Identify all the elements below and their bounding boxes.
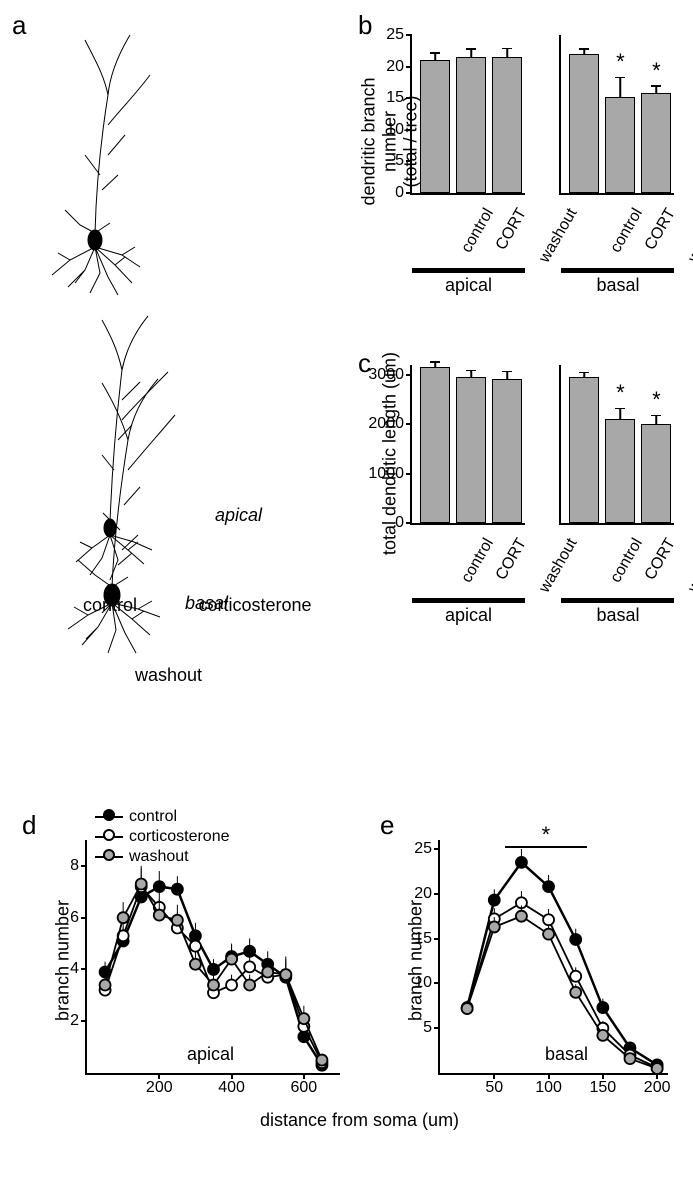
marker-washout [190,959,201,970]
bar-CORT [456,377,486,523]
bar-washout [641,93,671,193]
bar-CORT [605,419,635,523]
bar-control [420,367,450,523]
marker-washout [136,879,147,890]
marker-washout [208,979,219,990]
group-label: basal [561,275,674,296]
marker-washout [597,1030,608,1041]
panel-e-label: e [380,810,394,841]
marker-washout [262,967,273,978]
shared-xlabel: distance from soma (um) [260,1110,459,1131]
marker-washout [280,969,291,980]
panel-d-chart: control corticosterone washout branch nu… [85,840,340,1075]
marker-washout [489,921,500,932]
sig-star: * [652,58,661,84]
bar-xlabel: washout [536,206,581,267]
panel-b-label: b [358,10,372,41]
marker-washout [462,1003,473,1014]
marker-washout [570,987,581,998]
marker-control [172,884,183,895]
panel-a-washout: apical basal washout [40,375,330,670]
marker-washout [316,1055,327,1066]
panel-c-chart: total dendritic length (um) 010002000300… [410,365,674,530]
neuron-washout [40,375,210,665]
panel-e-chart: branch number basal 51015202550100150200… [438,840,668,1075]
bar-xlabel: control [608,206,648,257]
bar-xlabel: CORT [642,536,680,584]
group-label: apical [412,605,525,626]
bar-washout [492,379,522,523]
bar-control [569,377,599,523]
marker-control [489,895,500,906]
bar-xlabel: CORT [642,206,680,254]
bar-CORT [605,97,635,193]
marker-control [154,881,165,892]
marker-washout [543,929,554,940]
marker-washout [226,954,237,965]
marker-control [597,1002,608,1013]
bar-CORT [456,57,486,193]
bar-xlabel: CORT [493,206,531,254]
marker-washout [516,911,527,922]
neuron-washout-label: washout [135,665,202,686]
marker-corticosterone [190,941,201,952]
basal-label-italic: basal [185,593,228,614]
marker-washout [244,979,255,990]
marker-corticosterone [226,979,237,990]
marker-corticosterone [570,971,581,982]
marker-washout [100,979,111,990]
marker-washout [118,912,129,923]
marker-control [516,857,527,868]
group-label: basal [561,605,674,626]
bar-xlabel: washout [536,536,581,597]
sig-star: * [542,822,551,848]
bar-xlabel: washout [685,536,693,597]
panel-b-chart: dendritic branch number (total / tree) 0… [410,35,674,200]
marker-washout [298,1013,309,1024]
panel-e-ylabel: branch number [406,891,427,1031]
marker-washout [172,915,183,926]
bar-xlabel: control [458,536,498,587]
marker-control [543,881,554,892]
marker-corticosterone [543,914,554,925]
bar-xlabel: control [608,536,648,587]
neuron-control [40,25,180,305]
bar-washout [492,57,522,193]
bar-xlabel: CORT [493,536,531,584]
marker-washout [652,1063,663,1074]
bar-xlabel: control [458,206,498,257]
apical-label-italic: apical [215,505,262,526]
marker-control [208,964,219,975]
group-label: apical [412,275,525,296]
bar-control [569,54,599,193]
bar-washout [641,424,671,523]
marker-corticosterone [244,961,255,972]
sig-star: * [616,49,625,75]
marker-control [570,934,581,945]
marker-washout [625,1053,636,1064]
bar-control [420,60,450,193]
sig-star: * [652,387,661,413]
marker-washout [154,910,165,921]
bar-xlabel: washout [685,206,693,267]
sig-star: * [616,380,625,406]
panel-a-label: a [12,10,26,41]
panel-d-label: d [22,810,36,841]
